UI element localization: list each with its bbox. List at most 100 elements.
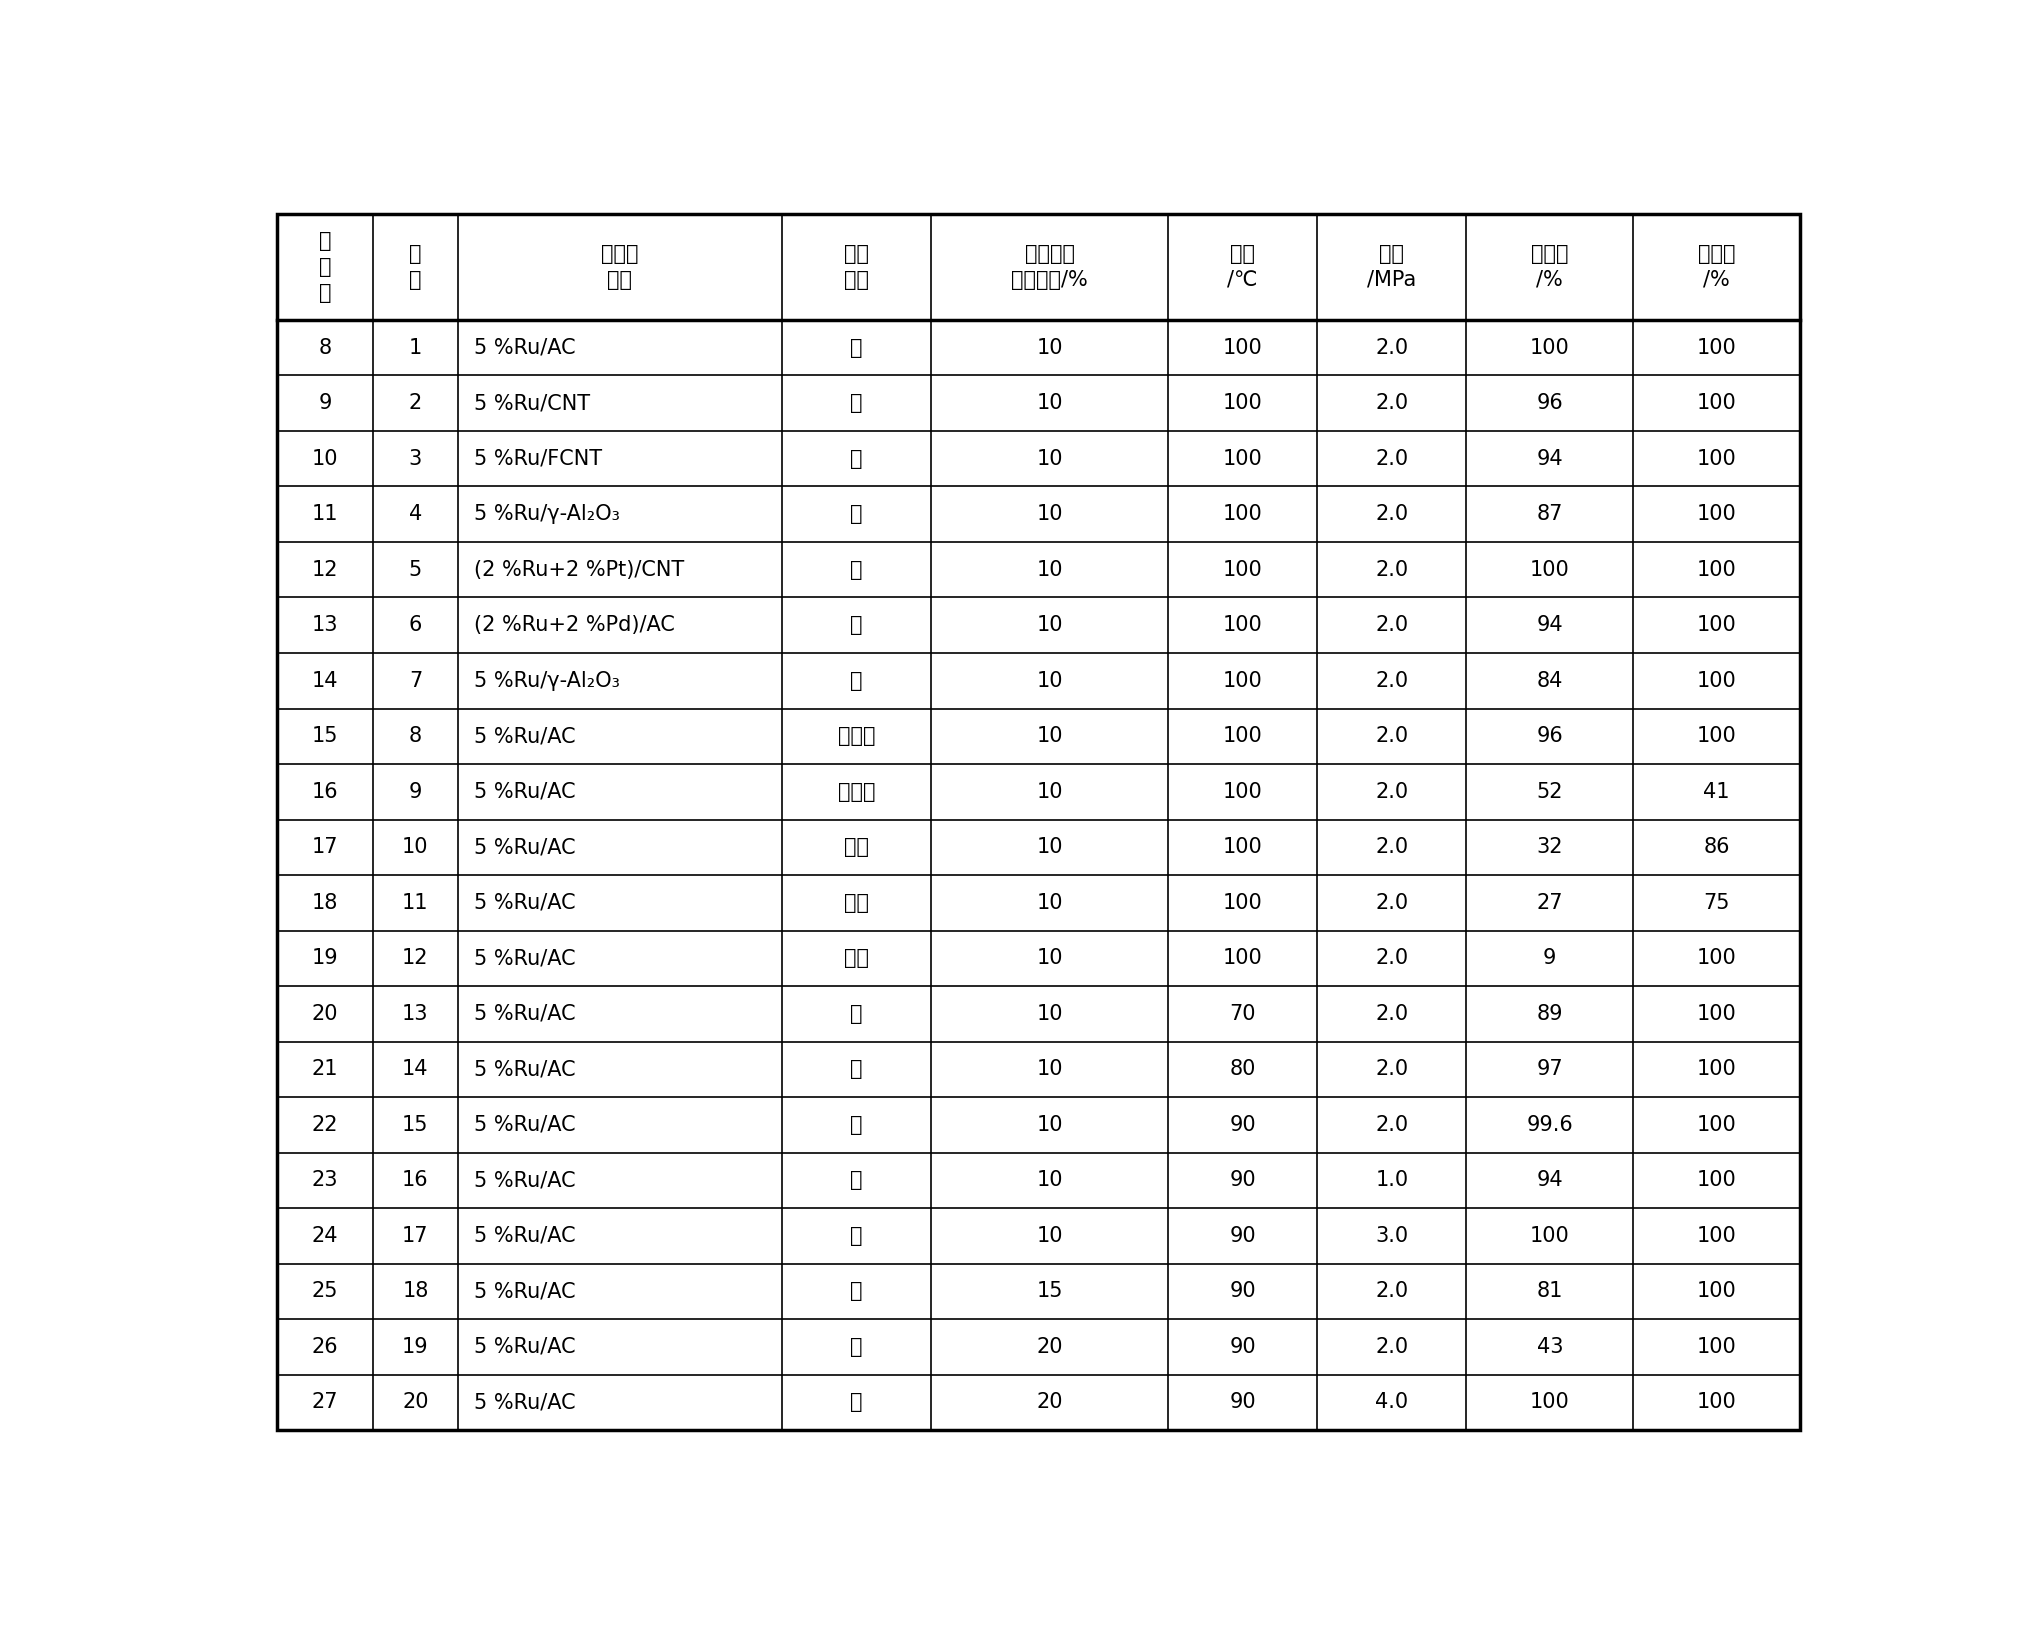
Text: 2.0: 2.0 bbox=[1376, 1115, 1408, 1135]
Text: 100: 100 bbox=[1224, 947, 1262, 969]
Text: 18: 18 bbox=[403, 1281, 430, 1301]
Text: 15: 15 bbox=[1037, 1281, 1064, 1301]
Text: 100: 100 bbox=[1224, 726, 1262, 746]
Text: 2.0: 2.0 bbox=[1376, 892, 1408, 913]
Text: 100: 100 bbox=[1696, 726, 1736, 746]
Text: 5 %Ru/AC: 5 %Ru/AC bbox=[474, 1004, 575, 1024]
Text: 水: 水 bbox=[851, 560, 863, 580]
Text: 24: 24 bbox=[312, 1226, 338, 1245]
Text: 水: 水 bbox=[851, 1171, 863, 1190]
Text: 100: 100 bbox=[1530, 337, 1570, 358]
Text: 5 %Ru/AC: 5 %Ru/AC bbox=[474, 1226, 575, 1245]
Text: 9: 9 bbox=[1544, 947, 1556, 969]
Text: 100: 100 bbox=[1696, 1171, 1736, 1190]
Text: 水: 水 bbox=[851, 394, 863, 414]
Text: 5 %Ru/CNT: 5 %Ru/CNT bbox=[474, 394, 590, 414]
Text: 环已烷: 环已烷 bbox=[839, 726, 875, 746]
Text: 2.0: 2.0 bbox=[1376, 1281, 1408, 1301]
Text: 5: 5 bbox=[409, 560, 421, 580]
Text: 10: 10 bbox=[1037, 449, 1064, 469]
Text: 100: 100 bbox=[1696, 505, 1736, 524]
Text: 苯甲醚: 苯甲醚 bbox=[839, 781, 875, 801]
Text: 10: 10 bbox=[1037, 837, 1064, 858]
Text: 20: 20 bbox=[1037, 1392, 1064, 1413]
Text: 43: 43 bbox=[1536, 1337, 1562, 1356]
Text: 14: 14 bbox=[403, 1060, 430, 1079]
Text: 27: 27 bbox=[312, 1392, 338, 1413]
Text: 5 %Ru/AC: 5 %Ru/AC bbox=[474, 892, 575, 913]
Text: 12: 12 bbox=[403, 947, 430, 969]
Text: 41: 41 bbox=[1704, 781, 1730, 801]
Text: 26: 26 bbox=[312, 1337, 338, 1356]
Text: 乙醇: 乙醇 bbox=[845, 892, 869, 913]
Text: 99.6: 99.6 bbox=[1526, 1115, 1572, 1135]
Text: 2.0: 2.0 bbox=[1376, 671, 1408, 690]
Text: 32: 32 bbox=[1536, 837, 1562, 858]
Text: 5 %Ru/FCNT: 5 %Ru/FCNT bbox=[474, 449, 602, 469]
Text: 20: 20 bbox=[1037, 1337, 1064, 1356]
Text: 100: 100 bbox=[1696, 1115, 1736, 1135]
Text: 3.0: 3.0 bbox=[1376, 1226, 1408, 1245]
Text: 5 %Ru/AC: 5 %Ru/AC bbox=[474, 726, 575, 746]
Text: 13: 13 bbox=[403, 1004, 430, 1024]
Text: 17: 17 bbox=[312, 837, 338, 858]
Text: 100: 100 bbox=[1224, 560, 1262, 580]
Text: 2.0: 2.0 bbox=[1376, 394, 1408, 414]
Text: 11: 11 bbox=[312, 505, 338, 524]
Text: 2.0: 2.0 bbox=[1376, 449, 1408, 469]
Text: 10: 10 bbox=[1037, 892, 1064, 913]
Text: 5 %Ru/AC: 5 %Ru/AC bbox=[474, 947, 575, 969]
Text: 100: 100 bbox=[1696, 671, 1736, 690]
Text: 10: 10 bbox=[1037, 1171, 1064, 1190]
Text: (2 %Ru+2 %Pt)/CNT: (2 %Ru+2 %Pt)/CNT bbox=[474, 560, 685, 580]
Text: 9: 9 bbox=[409, 781, 421, 801]
Text: 10: 10 bbox=[312, 449, 338, 469]
Text: 100: 100 bbox=[1530, 1392, 1570, 1413]
Text: 8: 8 bbox=[318, 337, 332, 358]
Text: 94: 94 bbox=[1536, 1171, 1564, 1190]
Text: 90: 90 bbox=[1230, 1115, 1256, 1135]
Text: 温度
/℃: 温度 /℃ bbox=[1228, 244, 1258, 290]
Text: 100: 100 bbox=[1224, 615, 1262, 635]
Text: 10: 10 bbox=[1037, 947, 1064, 969]
Text: 15: 15 bbox=[312, 726, 338, 746]
Text: 16: 16 bbox=[401, 1171, 430, 1190]
Text: 10: 10 bbox=[1037, 1004, 1064, 1024]
Text: 反应
溶剂: 反应 溶剂 bbox=[845, 244, 869, 290]
Text: 100: 100 bbox=[1696, 1337, 1736, 1356]
Text: 19: 19 bbox=[401, 1337, 430, 1356]
Text: 10: 10 bbox=[1037, 781, 1064, 801]
Text: 100: 100 bbox=[1224, 892, 1262, 913]
Text: 90: 90 bbox=[1230, 1281, 1256, 1301]
Text: 90: 90 bbox=[1230, 1226, 1256, 1245]
Text: 5 %Ru/AC: 5 %Ru/AC bbox=[474, 1060, 575, 1079]
Text: 20: 20 bbox=[403, 1392, 430, 1413]
Text: 13: 13 bbox=[312, 615, 338, 635]
Text: 水: 水 bbox=[851, 1004, 863, 1024]
Text: 水: 水 bbox=[851, 1281, 863, 1301]
Text: 10: 10 bbox=[1037, 1115, 1064, 1135]
Text: 22: 22 bbox=[312, 1115, 338, 1135]
Text: 100: 100 bbox=[1696, 337, 1736, 358]
Text: 100: 100 bbox=[1224, 394, 1262, 414]
Text: 10: 10 bbox=[1037, 671, 1064, 690]
Text: 25: 25 bbox=[312, 1281, 338, 1301]
Text: 96: 96 bbox=[1536, 726, 1564, 746]
Text: 实
施
例: 实 施 例 bbox=[318, 231, 332, 303]
Text: 20: 20 bbox=[312, 1004, 338, 1024]
Text: 10: 10 bbox=[403, 837, 430, 858]
Text: 2.0: 2.0 bbox=[1376, 505, 1408, 524]
Text: 19: 19 bbox=[312, 947, 338, 969]
Text: 6: 6 bbox=[409, 615, 421, 635]
Text: 100: 100 bbox=[1696, 560, 1736, 580]
Text: 水: 水 bbox=[851, 671, 863, 690]
Text: 100: 100 bbox=[1224, 837, 1262, 858]
Text: 81: 81 bbox=[1536, 1281, 1562, 1301]
Text: 丙酮: 丙酮 bbox=[845, 947, 869, 969]
Text: 70: 70 bbox=[1230, 1004, 1256, 1024]
Text: 27: 27 bbox=[1536, 892, 1562, 913]
Text: 乙酰丙酸
质量分数/%: 乙酰丙酸 质量分数/% bbox=[1011, 244, 1088, 290]
Text: 2.0: 2.0 bbox=[1376, 560, 1408, 580]
Text: 转化率
/%: 转化率 /% bbox=[1532, 244, 1568, 290]
Text: 94: 94 bbox=[1536, 449, 1564, 469]
